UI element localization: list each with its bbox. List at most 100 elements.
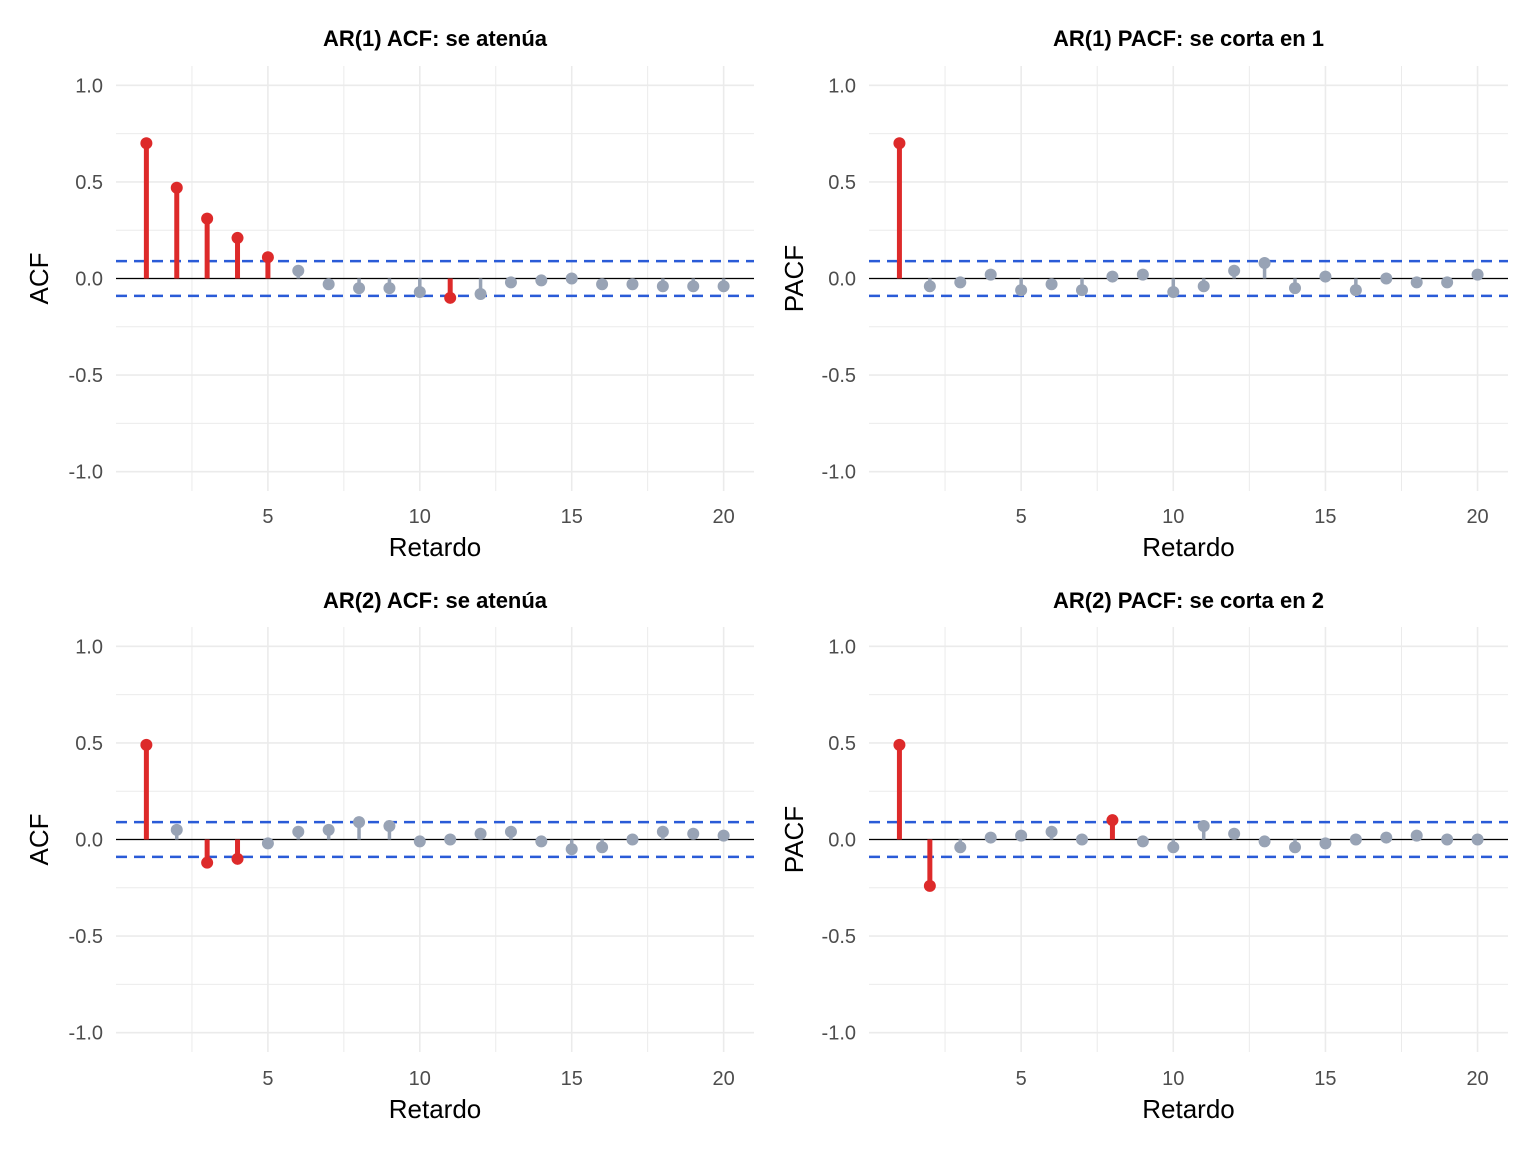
lag-point	[261, 251, 274, 264]
lag-point	[140, 137, 153, 150]
y-axis-title: ACF	[24, 814, 54, 866]
lag-point	[1410, 829, 1423, 842]
y-tick-label: 0.0	[828, 269, 856, 291]
lag-point	[474, 827, 487, 840]
lag-point	[353, 282, 366, 295]
chart-panel-3: 1.0 0.5 0.0 -0.5 -1.0 5 10 15 20 AR(2) ACF: se at…	[24, 588, 754, 1124]
lag-point	[1045, 825, 1058, 838]
lag-point	[1076, 833, 1088, 846]
lag-point	[1349, 833, 1362, 846]
lag-point	[1106, 814, 1119, 827]
y-tick-label: 0.0	[828, 830, 856, 852]
y-tick-label: 1.0	[75, 636, 103, 658]
lag-point	[1015, 284, 1028, 297]
y-tick-label: 0.5	[75, 172, 103, 194]
lag-point	[1380, 831, 1393, 844]
y-tick-label: -0.5	[69, 926, 103, 948]
lag-point	[596, 841, 609, 854]
lag-point	[1441, 833, 1454, 846]
x-tick-label: 15	[1314, 1068, 1336, 1090]
lag-point	[954, 276, 967, 289]
lag-point	[984, 268, 997, 281]
y-axis-title: ACF	[24, 253, 54, 305]
lag-point	[626, 278, 639, 291]
lag-point	[413, 835, 426, 848]
lag-point	[535, 835, 548, 848]
lag-point	[383, 819, 396, 832]
x-tick-label: 20	[712, 506, 734, 528]
x-tick-label: 10	[409, 1068, 431, 1090]
x-axis-title: Retardo	[389, 1094, 482, 1124]
lag-point	[231, 231, 244, 244]
y-tick-label: 1.0	[828, 636, 856, 658]
lag-point	[1471, 268, 1484, 281]
lag-point	[1289, 841, 1301, 854]
x-axis-title: Retardo	[1142, 532, 1235, 562]
lag-point	[504, 276, 517, 289]
x-tick-label: 10	[1162, 1068, 1184, 1090]
lag-point	[1167, 841, 1180, 854]
lag-point	[1228, 827, 1241, 840]
lag-point	[231, 852, 244, 865]
lag-point	[1197, 819, 1210, 832]
lag-point	[140, 738, 153, 751]
panel-title: AR(1) PACF: se corta en 1	[1053, 26, 1324, 51]
chart-panel-1: 1.0 0.5 0.0 -0.5 -1.0 5 10 15 20 AR(1) ACF: se at…	[24, 26, 754, 562]
x-tick-label: 5	[262, 506, 273, 528]
lag-point	[1106, 270, 1119, 283]
lag-point	[474, 287, 487, 300]
lag-point	[1258, 257, 1271, 270]
x-tick-label: 20	[712, 1068, 734, 1090]
y-tick-label: 0.5	[828, 733, 856, 755]
x-tick-label: 20	[1466, 506, 1488, 528]
lag-point	[322, 823, 335, 836]
lag-point	[1258, 835, 1271, 848]
x-tick-label: 10	[1162, 506, 1184, 528]
lag-point	[893, 137, 906, 150]
y-tick-label: 0.0	[75, 269, 103, 291]
lag-point	[444, 833, 457, 846]
panel-title: AR(2) PACF: se corta en 2	[1053, 588, 1324, 613]
x-tick-label: 5	[1016, 1068, 1027, 1090]
y-tick-label: -0.5	[822, 365, 856, 387]
lag-point	[1076, 284, 1088, 297]
x-axis-title: Retardo	[389, 532, 482, 562]
lag-point	[626, 833, 639, 846]
lag-point	[1471, 833, 1484, 846]
lag-point	[1441, 276, 1454, 289]
y-tick-label: -0.5	[822, 926, 856, 948]
lag-point	[1410, 276, 1423, 289]
y-axis-title: PACF	[779, 245, 809, 312]
lag-point	[565, 843, 578, 856]
x-tick-label: 5	[262, 1068, 273, 1090]
lag-point	[1228, 264, 1241, 277]
lag-point	[717, 280, 730, 293]
y-tick-label: 1.0	[828, 75, 856, 97]
lag-point	[656, 280, 669, 293]
lag-point	[687, 280, 700, 293]
lag-point	[1167, 286, 1180, 299]
lag-point	[923, 879, 936, 892]
lag-point	[413, 286, 426, 299]
lag-point	[170, 181, 183, 194]
panel-title: AR(1) ACF: se atenúa	[323, 26, 548, 51]
y-tick-label: -1.0	[822, 1023, 856, 1045]
x-tick-label: 15	[561, 506, 583, 528]
lag-point	[201, 212, 214, 225]
lag-point	[1319, 270, 1332, 283]
lag-point	[353, 816, 366, 829]
chart-panel-2: 1.0 0.5 0.0 -0.5 -1.0 5 10 15 20 AR(1) PACF: se c…	[779, 26, 1508, 562]
lag-point	[201, 856, 214, 869]
lag-point	[261, 837, 274, 850]
lag-point	[1349, 284, 1362, 297]
chart-panel-4: 1.0 0.5 0.0 -0.5 -1.0 5 10 15 20 AR(2) PACF: se c…	[779, 588, 1508, 1124]
lag-point	[923, 280, 936, 293]
lag-point	[687, 827, 700, 840]
x-axis-title: Retardo	[1142, 1094, 1235, 1124]
x-tick-label: 20	[1466, 1068, 1488, 1090]
y-tick-label: -1.0	[69, 462, 103, 484]
x-tick-label: 15	[561, 1068, 583, 1090]
x-tick-label: 10	[409, 506, 431, 528]
lag-point	[1045, 278, 1058, 291]
